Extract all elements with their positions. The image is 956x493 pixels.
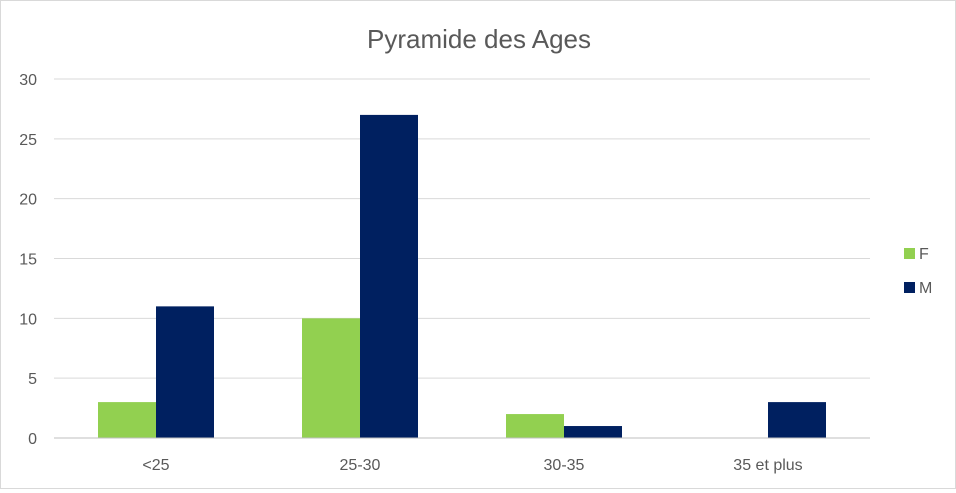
- legend-swatch-m: [904, 282, 915, 293]
- legend: FM: [904, 246, 932, 297]
- y-tick-label: 10: [19, 311, 37, 328]
- y-tick-label: 20: [19, 192, 37, 209]
- x-category-label: 30-35: [544, 457, 585, 474]
- y-tick-label: 5: [28, 371, 37, 388]
- bar-m: [360, 114, 418, 439]
- legend-swatch-f: [904, 248, 915, 259]
- chart-title: Pyramide des Ages: [367, 24, 591, 54]
- bar-m: [768, 402, 826, 438]
- legend-label-m: M: [919, 280, 932, 297]
- y-tick-label: 30: [19, 72, 37, 89]
- y-axis-ticks: 0 5 10 15 20 25 30: [19, 72, 37, 448]
- x-category-label: 35 et plus: [733, 457, 802, 474]
- x-category-label: 25-30: [340, 457, 381, 474]
- bar-f: [506, 414, 564, 438]
- x-axis-categories: <25 25-30 30-35 35 et plus: [142, 457, 802, 474]
- y-tick-label: 0: [28, 431, 37, 448]
- bars: [98, 114, 826, 439]
- bar-f: [302, 318, 360, 438]
- bar-m: [156, 306, 214, 438]
- y-tick-label: 15: [19, 252, 37, 269]
- bar-f: [98, 402, 156, 438]
- x-category-label: <25: [142, 457, 169, 474]
- bar-m: [564, 426, 622, 438]
- legend-label-f: F: [919, 246, 929, 263]
- y-tick-label: 25: [19, 132, 37, 149]
